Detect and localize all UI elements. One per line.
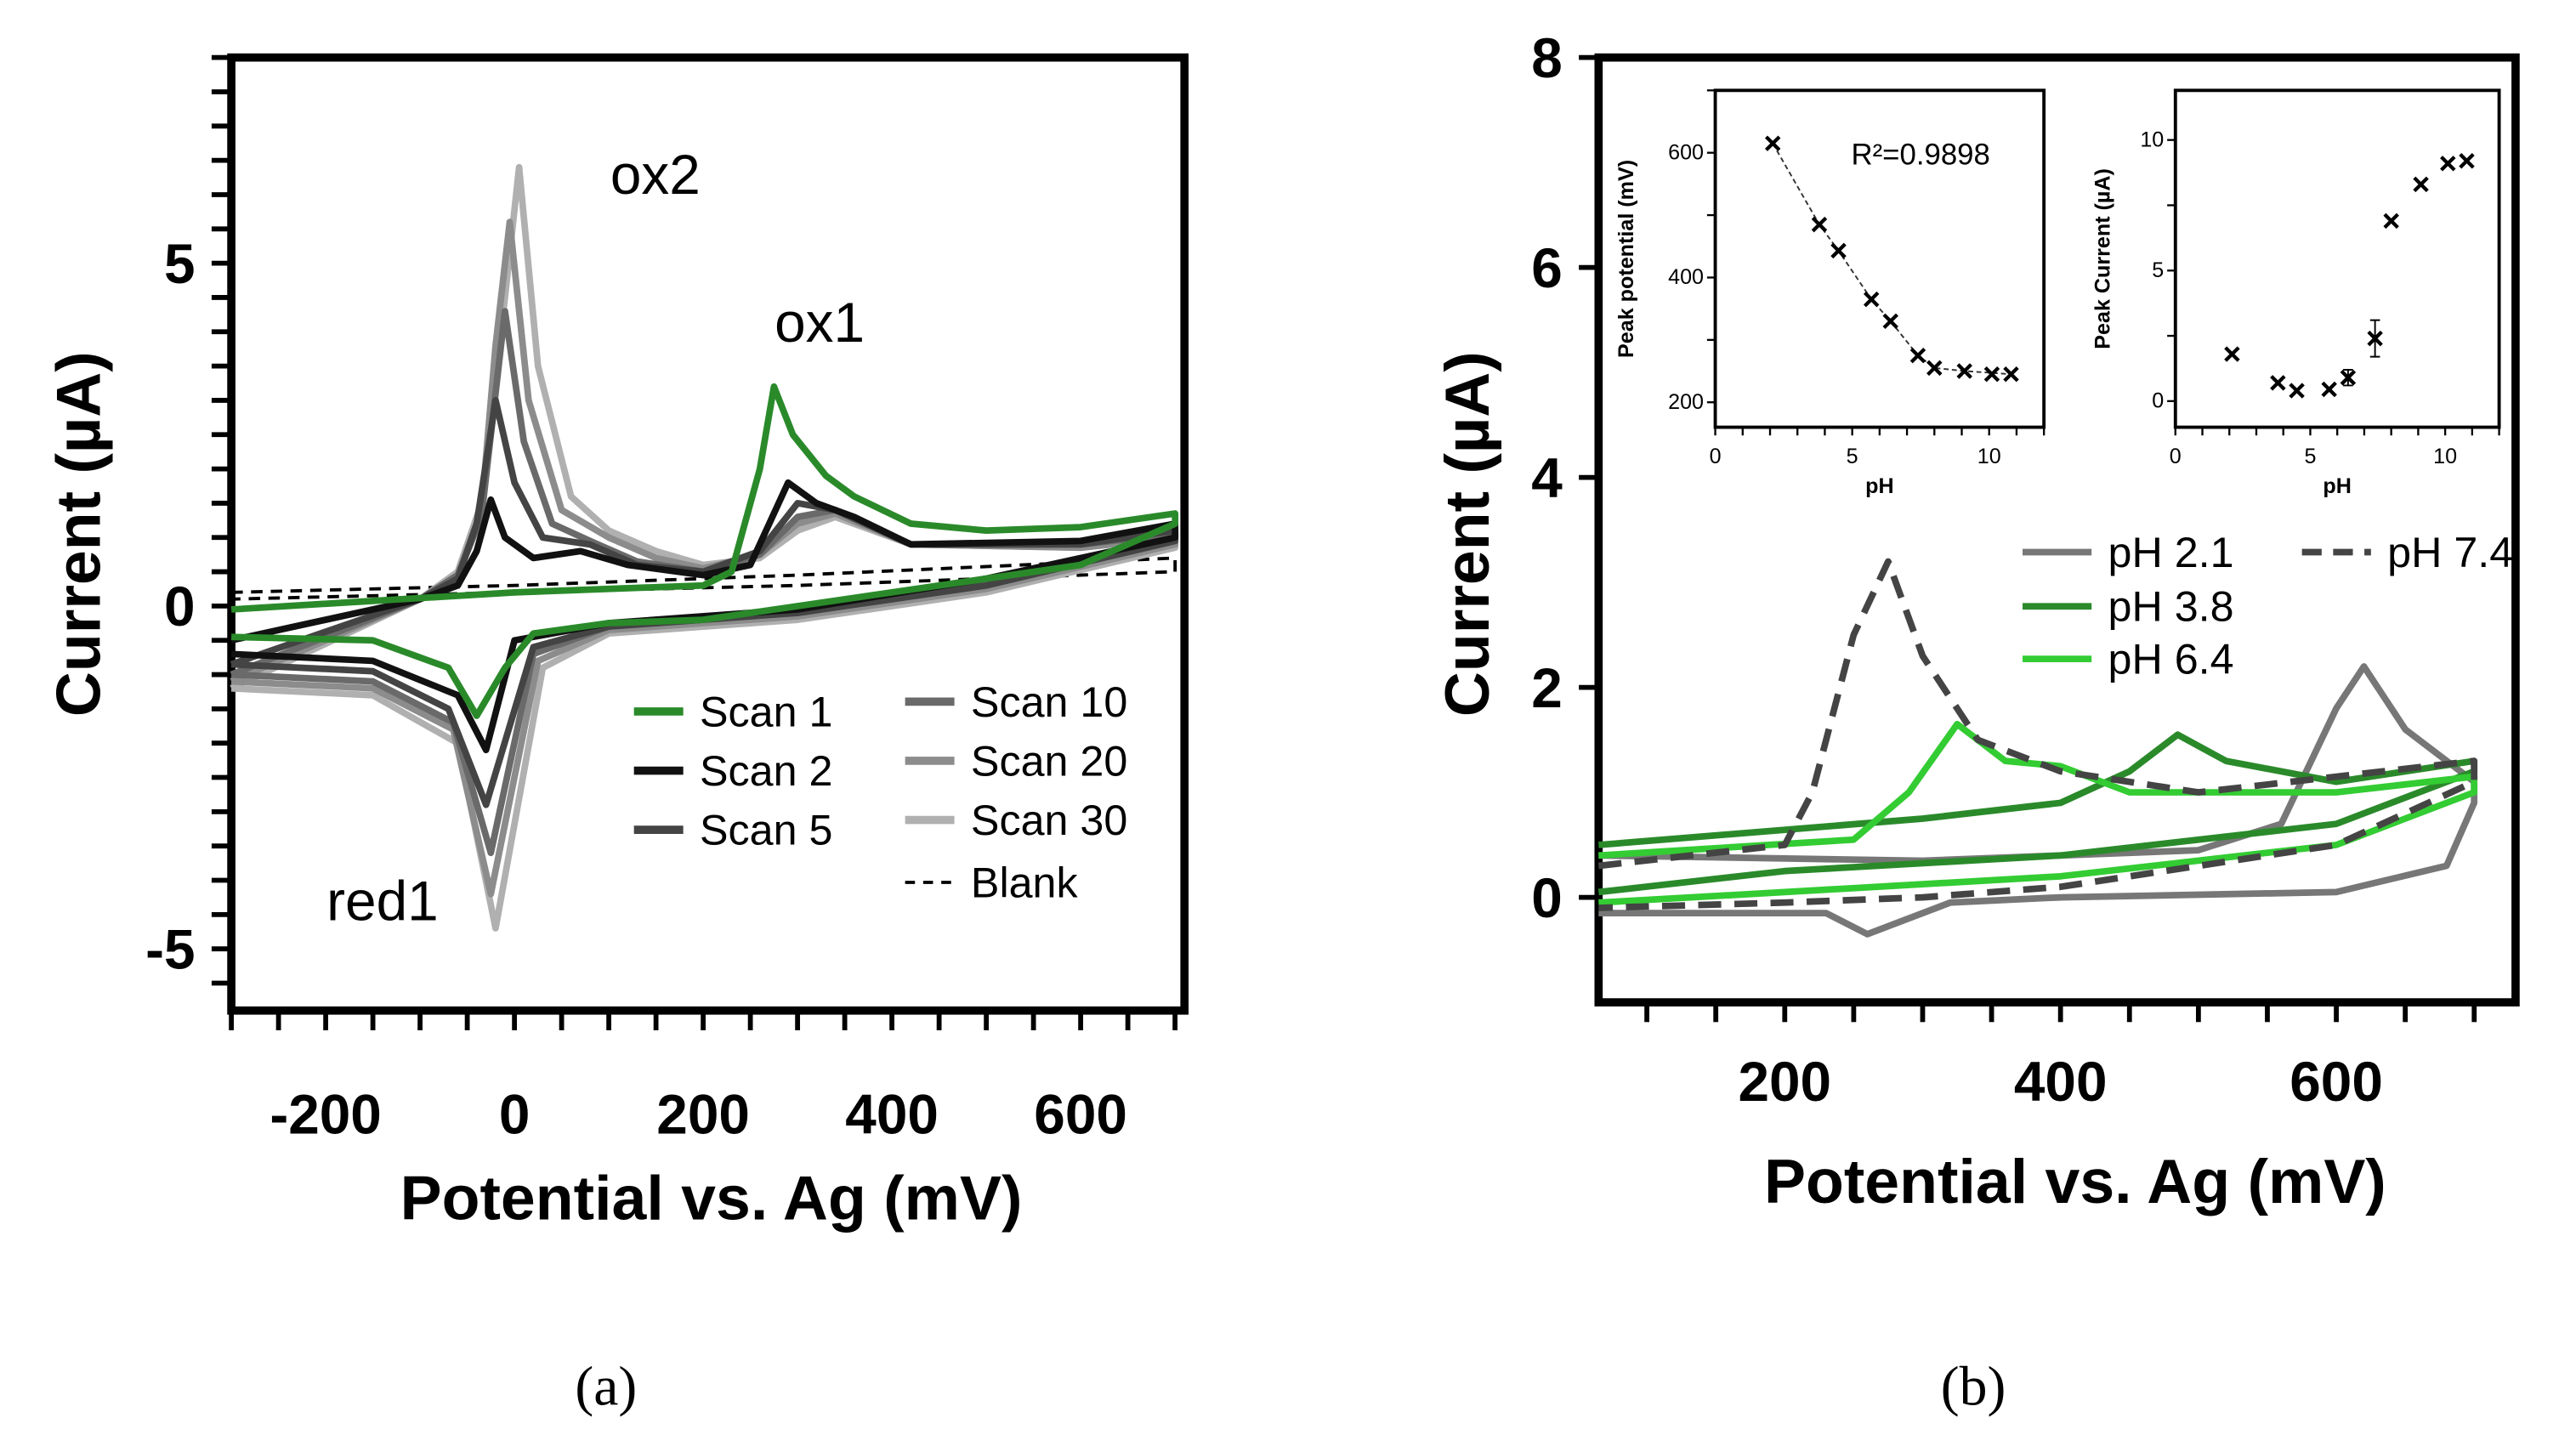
fit-line [1772, 143, 2011, 376]
y-tick-label: 5 [2152, 258, 2164, 282]
plot-frame [2173, 88, 2501, 429]
y-tick-label: 0 [1531, 867, 1563, 929]
y-tick-label: 200 [1668, 390, 1704, 414]
series-line-scan-30 [230, 163, 1179, 932]
y-tick-label: 8 [1531, 27, 1563, 89]
inset-peak-current-chart: 0 5 10 0 5 10 pH Peak Current (µA) [2091, 88, 2501, 498]
panel-label: (b) [1941, 1356, 2006, 1418]
y-tick-label: 6 [1531, 237, 1563, 299]
data-point-marker [1956, 363, 1972, 379]
data-point-marker [1830, 242, 1847, 259]
x-axis-title: Potential vs. Ag (mV) [400, 1163, 1023, 1233]
legend-label: pH 2.1 [2108, 529, 2234, 576]
annotation-ox1: ox1 [775, 292, 865, 354]
legend-label: pH 7.4 [2387, 529, 2513, 576]
legend-label: pH 6.4 [2108, 636, 2234, 683]
y-axis-title: Current (µA) [1433, 351, 1502, 717]
x-tick-label: 10 [1977, 445, 2001, 468]
series-line-blank [231, 556, 1177, 601]
x-tick-label: 5 [2304, 445, 2316, 468]
x-tick-label: 10 [2433, 445, 2457, 468]
x-tick-label: 0 [2170, 445, 2182, 468]
x-tick-label: 400 [2014, 1051, 2108, 1113]
x-tick-label: 200 [1738, 1051, 1831, 1113]
data-point-marker [1882, 313, 1898, 330]
panel-a-chart: -200 0 200 400 600 -5 0 5 Potential vs. Ag (mV) C… [43, 53, 1189, 1418]
data-point-marker [1983, 366, 2000, 383]
x-tick-label: 200 [656, 1084, 750, 1146]
data-point-marker [2270, 375, 2286, 391]
x-tick-label: 0 [1710, 445, 1722, 468]
annotation-red1: red1 [326, 870, 439, 932]
data-point-marker [2224, 346, 2240, 362]
legend-label: Scan 10 [971, 678, 1127, 726]
y-tick-label: 2 [1531, 657, 1563, 719]
panel-label: (a) [575, 1356, 637, 1418]
y-tick-label: 0 [164, 576, 196, 638]
r-squared-annotation: R²=0.9898 [1851, 139, 1989, 171]
data-point-marker [1909, 347, 1926, 364]
x-tick-label: 600 [2289, 1051, 2383, 1113]
y-tick-label: 10 [2140, 128, 2164, 151]
x-tick-label: 600 [1034, 1084, 1127, 1146]
panel-b-chart: 200 400 600 0 2 4 6 8 Potential vs. Ag (mV) Curre… [1433, 27, 2520, 1418]
data-point-marker [1863, 291, 1880, 308]
annotation-ox2: ox2 [610, 144, 701, 206]
plot-frame [1594, 53, 2520, 1007]
series-line-ph-6-4 [1598, 720, 2478, 906]
x-tick-label: 0 [499, 1084, 531, 1146]
series-line-ph-3-8 [1597, 731, 2478, 896]
data-point-marker [2459, 153, 2475, 169]
legend-label: Scan 30 [971, 797, 1127, 844]
y-axis-title: Peak Current (µA) [2091, 168, 2114, 349]
y-tick-label: 400 [1668, 265, 1704, 289]
x-tick-label: -200 [270, 1084, 382, 1146]
y-tick-label: 600 [1668, 140, 1704, 164]
legend-label: Blank [971, 859, 1079, 906]
data-point-marker [1926, 360, 1943, 377]
data-point-marker [2321, 381, 2337, 398]
x-axis-title: pH [1865, 474, 1893, 498]
x-axis-title: Potential vs. Ag (mV) [1764, 1147, 2386, 1216]
legend-label: pH 3.8 [2108, 583, 2234, 631]
data-point-marker [2289, 383, 2305, 399]
x-axis-title: pH [2323, 474, 2351, 498]
series-line-ph-2-1 [1598, 663, 2478, 938]
legend-label: Scan 5 [700, 807, 832, 854]
series-line-ph-7-4 [1597, 558, 2478, 911]
legend-label: Scan 2 [700, 747, 832, 795]
inset-peak-potential-chart: 0 5 10 200 400 600 pH Peak potential (mV) R²=0.9… [1614, 88, 2046, 498]
data-point-marker [1811, 216, 1828, 233]
data-point-marker [2383, 213, 2399, 230]
legend-label: Scan 1 [700, 688, 832, 735]
series-line-scan-20 [230, 218, 1179, 898]
data-point-marker [2440, 156, 2456, 172]
y-tick-label: 4 [1531, 447, 1563, 509]
y-tick-label: 0 [2152, 389, 2164, 413]
legend-label: Scan 20 [971, 737, 1127, 785]
series-line-scan-1 [230, 383, 1179, 719]
y-tick-label: 5 [164, 233, 196, 295]
data-point-marker [2367, 330, 2383, 347]
y-tick-label: -5 [145, 918, 195, 980]
y-axis-title: Peak potential (mV) [1614, 160, 1638, 358]
y-axis-title: Current (µA) [43, 351, 113, 717]
data-point-marker [1764, 135, 1781, 151]
data-point-marker [2340, 369, 2357, 386]
plot-frame [227, 53, 1189, 1015]
x-tick-label: 400 [845, 1084, 939, 1146]
data-point-marker [2003, 366, 2019, 383]
data-point-marker [2413, 176, 2429, 193]
x-tick-label: 5 [1847, 445, 1858, 468]
